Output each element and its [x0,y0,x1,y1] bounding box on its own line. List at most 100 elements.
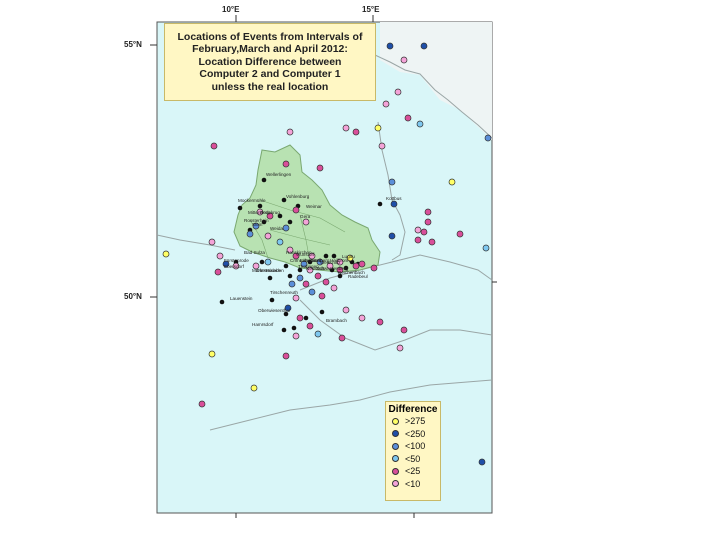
legend-label: <100 [405,441,426,452]
border-germany-poland [377,121,406,261]
station-label: Neustadt [306,266,325,271]
event-marker [288,280,296,288]
event-marker [478,458,486,466]
event-marker [256,208,264,216]
station-label: Heilbronn [330,258,350,263]
station-marker [261,219,267,225]
station-marker [291,325,297,331]
event-marker [316,258,324,266]
event-marker [352,128,360,136]
station-label: Oberrüxleben [256,268,284,273]
station-marker [277,213,283,219]
station-marker [343,265,349,271]
event-marker [208,350,216,358]
station-label: Weischlitz [320,260,341,265]
event-marker [308,288,316,296]
event-marker [322,278,330,286]
legend-item: <100 [386,440,440,453]
legend-swatch-icon [392,455,399,463]
station-marker [337,273,343,279]
study-region [233,144,381,273]
legend: Difference >275 <250 <100 <50 <25 <10 [385,401,441,501]
legend-swatch-icon [392,442,399,450]
legend-label: <50 [405,453,421,464]
event-marker [286,128,294,136]
legend-item: <10 [386,478,440,491]
event-marker [308,252,316,260]
station-label: Vohlenburg [286,194,310,199]
event-marker [420,42,428,50]
station-label: Lugau [342,254,355,259]
station-marker [281,327,287,333]
station-label: Lobenstein [300,258,323,263]
event-marker [282,160,290,168]
event-marker [264,232,272,240]
station-marker [297,267,303,273]
event-marker [296,274,304,282]
event-marker [284,304,292,312]
event-marker [376,318,384,326]
station-marker [303,315,309,321]
event-marker [456,230,464,238]
event-marker [388,178,396,186]
event-marker [252,262,260,270]
coastline [374,54,493,139]
station-marker [257,203,263,209]
event-marker [378,142,386,150]
event-marker [386,42,394,50]
station-label: Marktsteinach [252,268,281,273]
station-label: Fürstenrode [224,258,249,263]
legend-swatch-icon [392,480,399,488]
event-marker [266,212,274,220]
event-marker [346,254,354,262]
border-czech-south [299,299,493,351]
legend-swatch-icon [392,417,399,425]
station-marker [323,253,329,259]
event-marker [358,314,366,322]
legend-item: <250 [386,428,440,441]
station-label: Weida [270,226,283,231]
station-label: Wunstorf [296,252,315,257]
event-marker [282,224,290,232]
event-marker [316,164,324,172]
station-marker [269,297,275,303]
event-marker [414,226,422,234]
station-label: Reichenbach [338,270,365,275]
station-label: Wellerlingen [266,172,292,177]
map-title: Locations of Events from Intervals of Fe… [164,23,376,101]
event-marker [292,252,300,260]
event-marker [400,326,408,334]
event-marker [400,56,408,64]
event-marker [420,228,428,236]
event-marker [396,344,404,352]
title-line-4: Computer 2 and Computer 1 [199,68,341,81]
station-marker [281,197,287,203]
event-marker [374,124,382,132]
baltic-sea [380,22,492,140]
event-marker [282,352,290,360]
station-label: Kottbus [386,196,402,201]
event-marker [198,400,206,408]
event-marker [216,252,224,260]
event-marker [300,260,308,268]
event-marker [424,218,432,226]
title-line-5: unless the real location [211,80,329,93]
station-label: Mittenberg [248,210,270,215]
station-label: Bad Sulza [244,250,265,255]
event-marker [232,262,240,270]
legend-label: >275 [405,416,426,427]
legend-label: <25 [405,466,421,477]
title-line-3: Location Difference between [198,55,342,68]
station-marker [219,299,225,305]
event-marker [388,232,396,240]
event-marker [394,88,402,96]
event-marker [286,246,294,254]
station-marker [267,275,273,281]
station-label: Oberwiesenthal [258,308,290,313]
border-west [156,234,236,251]
event-marker [338,334,346,342]
event-marker [208,238,216,246]
station-marker [331,253,337,259]
legend-item: <25 [386,465,440,478]
